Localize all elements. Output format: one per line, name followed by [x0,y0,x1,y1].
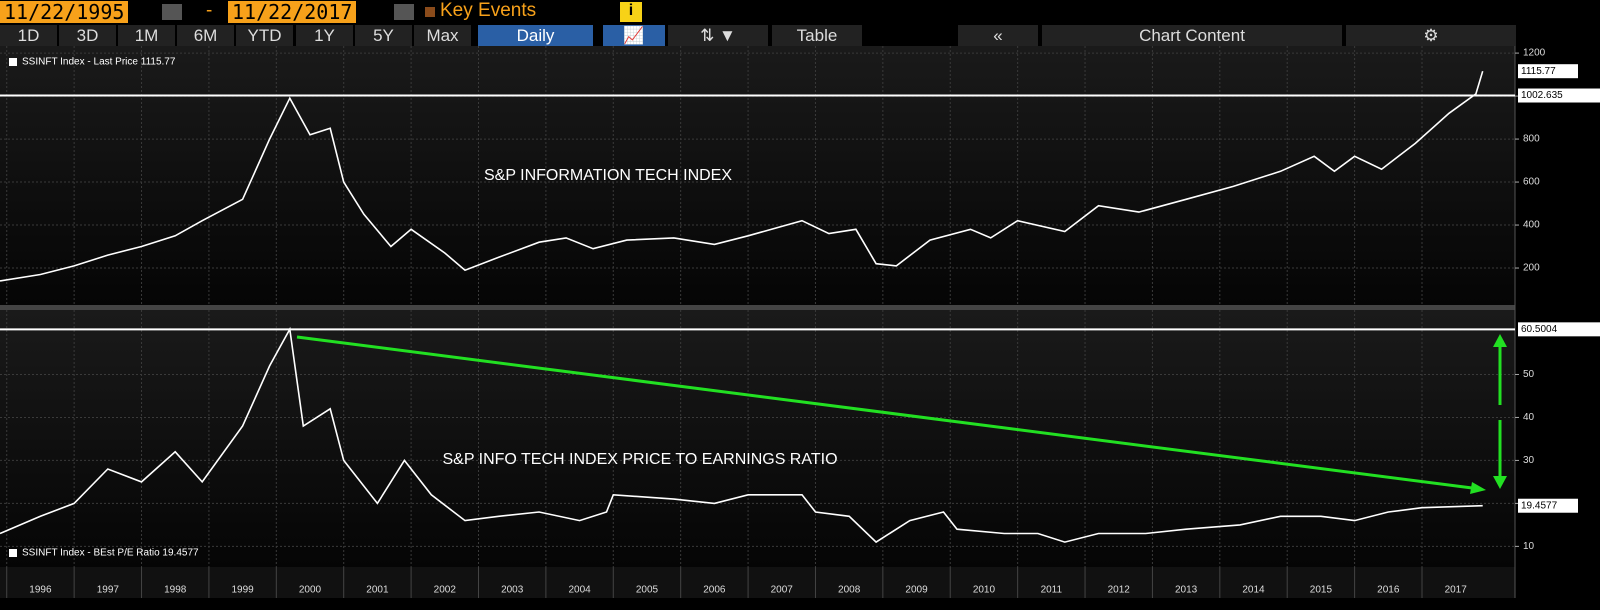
x-tick-label: 2006 [703,585,726,596]
range-button[interactable]: 1Y [296,25,353,46]
x-tick-label: 2005 [636,585,659,596]
range-button[interactable]: 3D [59,25,116,46]
trend-line [296,335,1481,491]
x-tick-label: 2007 [771,585,794,596]
x-tick-label: 2008 [838,585,861,596]
range-button[interactable]: Max [414,25,471,46]
legend-entry: SSINFT Index - Last Price 1115.77 [22,57,176,68]
x-tick-label: 2004 [568,585,591,596]
x-tick-label: 2013 [1175,585,1198,596]
panel [0,310,1515,567]
frequency[interactable]: Daily [478,25,593,46]
x-tick-label: 1998 [164,585,187,596]
y-tick-label: 600 [1523,177,1540,188]
y-tick-label: 1200 [1523,48,1546,59]
range-button[interactable]: 6M [177,25,234,46]
legend-swatch [9,549,17,557]
value-box [1518,88,1600,103]
checkbox[interactable] [425,7,435,17]
value-box [1518,64,1578,79]
reference-label: 1002.635 [1521,90,1563,101]
y-tick-label: 50 [1523,369,1535,380]
x-tick-label: 2015 [1310,585,1333,596]
range-button[interactable]: 1D [0,25,57,46]
x-tick-label: 1997 [97,585,120,596]
arrow-head [1493,334,1507,347]
x-tick-label: 2010 [973,585,996,596]
chart-content[interactable]: Chart Content [1042,25,1342,46]
y-tick-label: 30 [1523,455,1535,466]
y-tick-label: 400 [1523,220,1540,231]
x-tick-label: 2003 [501,585,524,596]
y-tick-label: 200 [1523,263,1540,274]
value-box [1518,498,1578,513]
start-date[interactable]: 11/22/1995 [0,1,129,23]
divider [0,305,1515,310]
x-axis-band [0,567,1515,598]
x-tick-label: 2009 [905,585,928,596]
last-value: 1115.77 [1521,66,1556,77]
x-tick-label: 1999 [231,585,254,596]
legend-swatch [9,58,17,66]
calendar-icon[interactable] [394,4,414,20]
x-tick-label: 2016 [1377,585,1400,596]
x-tick-label: 2011 [1041,585,1063,596]
arrow-head [1493,476,1507,489]
panel [0,46,1515,305]
collapse[interactable]: « [958,25,1038,46]
bar-type[interactable]: ⇅ ▼ [668,25,768,46]
reference-label: 60.5004 [1521,324,1558,335]
range-button[interactable]: 1M [118,25,175,46]
x-tick-label: 1996 [29,585,52,596]
y-tick-label: 10 [1523,541,1535,552]
end-date[interactable]: 11/22/2017 [228,1,357,23]
date-separator: - [206,0,213,21]
x-tick-label: 2012 [1108,585,1131,596]
legend-entry: SSINFT Index - BEst P/E Ratio 19.4577 [22,548,199,559]
range-button[interactable]: YTD [236,25,293,46]
y-tick-label: 800 [1523,134,1540,145]
x-tick-label: 2002 [434,585,457,596]
price-line [0,70,1484,282]
x-tick-label: 2017 [1445,585,1468,596]
table-button[interactable]: Table [772,25,862,46]
arrow-head [1470,482,1486,494]
annotation: S&P INFO TECH INDEX PRICE TO EARNINGS RA… [442,451,837,468]
info-icon[interactable]: i [620,2,642,22]
last-value: 19.4577 [1521,500,1558,511]
key-events[interactable]: Key Events [440,0,537,21]
price-line [0,326,1483,544]
x-tick-label: 2001 [366,585,389,596]
settings[interactable]: ⚙ [1346,25,1516,46]
range-button[interactable]: 5Y [355,25,412,46]
y-tick-label: 40 [1523,412,1535,423]
line-type[interactable]: 📈 [603,25,665,46]
calendar-icon[interactable] [162,4,182,20]
x-tick-label: 2014 [1242,585,1265,596]
value-box [1518,322,1600,337]
annotation: S&P INFORMATION TECH INDEX [484,167,732,184]
x-tick-label: 2000 [299,585,322,596]
